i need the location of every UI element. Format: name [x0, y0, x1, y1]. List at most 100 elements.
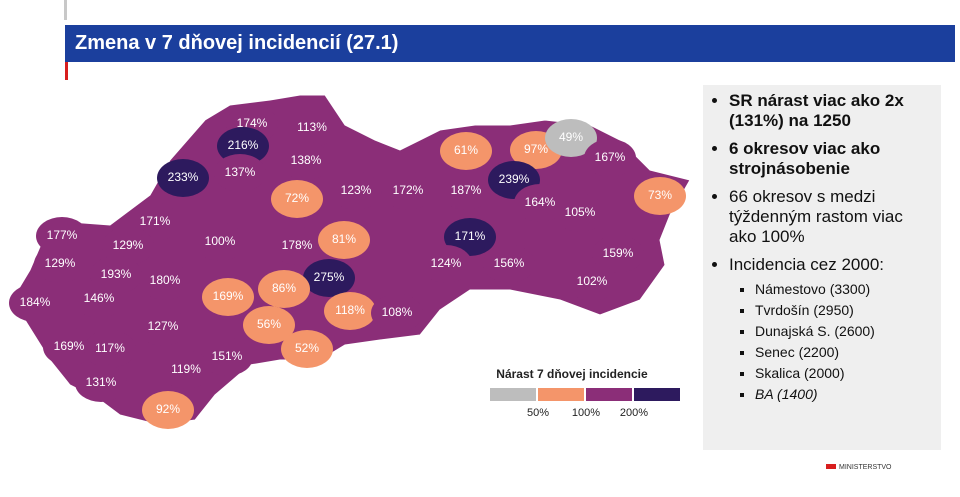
district [303, 259, 355, 297]
district-label: 129% [113, 238, 144, 252]
district [554, 194, 606, 232]
district [330, 172, 382, 210]
district-label: 216% [228, 138, 259, 152]
district-label: 61% [454, 143, 478, 157]
legend-label: 100% [572, 407, 600, 419]
map: 174% 113% 216% 138% 137% 233% 72% 123% 172% 187% 6… [9, 94, 691, 429]
district [271, 227, 323, 265]
district [160, 351, 212, 389]
district-label: 119% [171, 362, 201, 376]
district-label: 129% [45, 256, 76, 270]
district-label: 233% [168, 170, 199, 184]
district-label: 159% [603, 246, 634, 260]
district [483, 245, 535, 283]
district-label: 100% [205, 234, 236, 248]
legend-swatch [538, 388, 584, 401]
district-label: 169% [213, 289, 244, 303]
district [324, 292, 376, 330]
district-label: 118% [335, 303, 365, 317]
district-label: 167% [595, 150, 626, 164]
district-label: 49% [559, 130, 583, 144]
district [420, 245, 472, 283]
district-label: 73% [648, 188, 672, 202]
district-label: 86% [272, 281, 296, 295]
sub-item: Dunajská S. (2600) [755, 321, 933, 342]
divider [64, 0, 67, 20]
district-label: 124% [431, 256, 462, 270]
district-label: 105% [565, 205, 596, 219]
district-label: 56% [257, 317, 281, 331]
logo: MINISTERSTVO [826, 464, 892, 471]
district-label: 172% [393, 183, 424, 197]
district-label: 131% [86, 375, 117, 389]
district-label: 164% [525, 195, 556, 209]
accent [65, 62, 68, 80]
district-label: 174% [237, 116, 268, 130]
bullet-text: SR nárast viac ako 2x (131%) na 1250 [729, 91, 904, 130]
district [382, 172, 434, 210]
district [75, 364, 127, 402]
district [634, 177, 686, 215]
bullet-text: 6 okresov viac ako strojnásobenie [729, 139, 881, 178]
district [142, 391, 194, 429]
legend-swatch [634, 388, 680, 401]
district [194, 223, 246, 261]
district-label: 72% [285, 191, 309, 205]
district-label: 156% [494, 256, 525, 270]
district [43, 328, 95, 366]
district-label: 92% [156, 402, 180, 416]
district-label: 178% [282, 238, 313, 252]
sub-item: Tvrdošín (2950) [755, 300, 933, 321]
bullet: 6 okresov viac ako strojnásobenie [729, 139, 933, 179]
sub-list: Námestovo (3300)Tvrdošín (2950)Dunajská … [729, 279, 933, 405]
district [202, 278, 254, 316]
district [139, 262, 191, 300]
district [584, 139, 636, 177]
district [566, 263, 618, 301]
district-label: 151% [212, 349, 243, 363]
bullet: SR nárast viac ako 2x (131%) na 1250 [729, 91, 933, 131]
district [514, 184, 566, 222]
district-label: 187% [451, 183, 482, 197]
district [280, 142, 332, 180]
legend-title: Nárast 7 dňovej incidencie [496, 367, 648, 381]
district-label: 184% [20, 295, 51, 309]
district [84, 330, 136, 368]
district-label: 239% [499, 172, 530, 186]
legend-swatch [586, 388, 632, 401]
district [444, 218, 496, 256]
district-label: 171% [140, 214, 171, 228]
legend-label: 50% [527, 407, 549, 419]
district [36, 217, 88, 255]
legend-label: 200% [620, 407, 648, 419]
district [258, 270, 310, 308]
district [440, 172, 492, 210]
district-label: 180% [150, 273, 181, 287]
district-label: 177% [47, 228, 78, 242]
district-label: 113% [297, 120, 327, 134]
district [102, 227, 154, 265]
district [286, 109, 338, 147]
district-label: 171% [455, 229, 486, 243]
district [157, 159, 209, 197]
district [545, 119, 597, 157]
bullet-text: 66 okresov s medzi týždenným rastom viac… [729, 187, 903, 246]
district-label: 193% [101, 267, 132, 281]
district [592, 235, 644, 273]
district-label: 102% [577, 274, 608, 288]
sub-item: BA (1400) [755, 384, 933, 405]
district-label: 81% [332, 232, 356, 246]
district-label: 117% [95, 341, 125, 355]
sub-item: Námestovo (3300) [755, 279, 933, 300]
district [214, 154, 266, 192]
bullet: 66 okresov s medzi týždenným rastom viac… [729, 187, 933, 247]
district-label: 52% [295, 341, 319, 355]
district [281, 330, 333, 368]
district-label: 127% [148, 319, 179, 333]
title-bar: Zmena v 7 dňovej incidencií (27.1) [65, 25, 955, 62]
info-panel: SR nárast viac ako 2x (131%) na 1250 6 ok… [703, 85, 941, 450]
bullet: Incidencia cez 2000: Námestovo (3300)Tvrd… [729, 255, 933, 405]
sub-item: Senec (2200) [755, 342, 933, 363]
district [73, 280, 125, 318]
district-label: 137% [225, 165, 256, 179]
